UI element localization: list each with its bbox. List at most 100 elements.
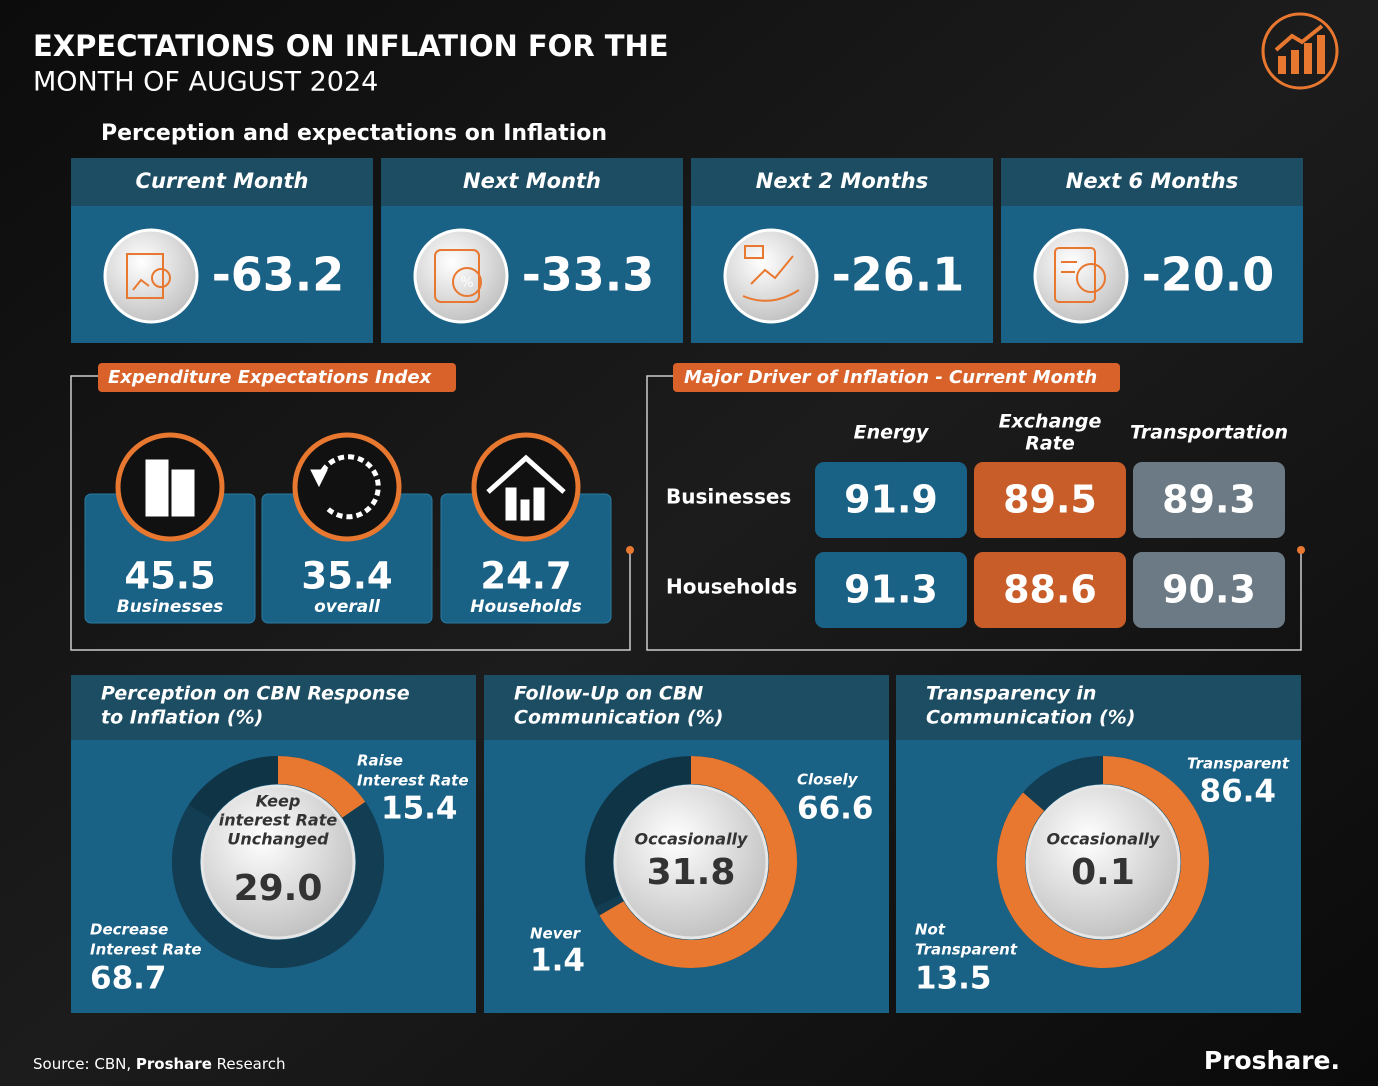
title: EXPECTATIONS ON INFLATION FOR THE bbox=[33, 29, 669, 63]
tile-value: 45.5 bbox=[124, 555, 215, 598]
icon-part bbox=[533, 487, 545, 521]
panel-title: Transparency in bbox=[926, 683, 1096, 705]
subtitle: MONTH OF AUGUST 2024 bbox=[33, 67, 378, 98]
panel-title: Communication (%) bbox=[514, 707, 723, 729]
column-header: Transportation bbox=[1130, 422, 1288, 444]
tile-icon-circle bbox=[292, 432, 402, 542]
logo bbox=[1261, 12, 1339, 90]
panel-title: Communication (%) bbox=[926, 707, 1135, 729]
segment-value: 68.7 bbox=[90, 961, 167, 997]
icon-part bbox=[145, 459, 169, 517]
card-header bbox=[1001, 158, 1303, 206]
cell bbox=[815, 462, 967, 538]
card-label: Next 2 Months bbox=[756, 169, 928, 193]
section-label: Expenditure Expectations Index bbox=[108, 367, 433, 388]
tile-label: Businesses bbox=[117, 597, 224, 617]
cell-value: 89.5 bbox=[1003, 478, 1097, 522]
icon-part bbox=[126, 253, 164, 299]
pill bbox=[673, 363, 1120, 392]
cell-value: 88.6 bbox=[1003, 568, 1097, 612]
column-header: Energy bbox=[854, 422, 930, 444]
segment-value: 66.6 bbox=[797, 791, 874, 827]
icon bbox=[1054, 247, 1106, 303]
segment-label: Interest Rate bbox=[90, 941, 202, 959]
panel-title: to Inflation (%) bbox=[101, 707, 263, 729]
cell bbox=[1133, 462, 1285, 538]
icon-part: % bbox=[460, 275, 473, 291]
row-label: Households bbox=[666, 575, 797, 599]
tile-icon bbox=[310, 454, 381, 520]
tile-icon-circle bbox=[115, 432, 225, 542]
icon: % bbox=[434, 249, 482, 303]
section-label: Major Driver of Inflation - Current Mont… bbox=[684, 367, 1097, 388]
segment-label: Never bbox=[530, 925, 582, 943]
segment-value: 1.4 bbox=[530, 943, 585, 979]
column-header: Rate bbox=[1025, 433, 1075, 455]
icon-circle bbox=[103, 228, 199, 324]
section-title: Perception and expectations on Inflation bbox=[101, 121, 607, 146]
donut-center bbox=[1025, 784, 1181, 940]
panel-header bbox=[484, 675, 889, 740]
tile-value: 35.4 bbox=[301, 555, 392, 598]
row-label: Businesses bbox=[666, 485, 791, 509]
donut-arc bbox=[1023, 756, 1104, 812]
icon-part bbox=[132, 278, 150, 291]
icon-part bbox=[520, 499, 530, 521]
donut-arc bbox=[172, 801, 384, 968]
center-label: Occasionally bbox=[635, 830, 749, 849]
donut-center bbox=[200, 784, 356, 940]
dot bbox=[1297, 546, 1305, 554]
icon-part bbox=[1054, 247, 1096, 303]
segment-value: 15.4 bbox=[381, 791, 458, 827]
icon-part bbox=[171, 469, 195, 517]
panel-title: Follow-Up on CBN bbox=[514, 683, 703, 705]
center-label: Unchanged bbox=[227, 830, 329, 849]
panel-header bbox=[71, 675, 476, 740]
segment-label: Raise bbox=[357, 752, 403, 770]
icon-part bbox=[452, 267, 482, 297]
tile-icon bbox=[486, 454, 566, 521]
frame bbox=[70, 375, 631, 651]
segment-value: 13.5 bbox=[915, 961, 992, 997]
segment-label: Closely bbox=[797, 771, 859, 789]
card-header bbox=[381, 158, 683, 206]
card-label: Next 6 Months bbox=[1066, 169, 1238, 193]
segment-label: Not bbox=[915, 921, 946, 939]
center-value: 0.1 bbox=[1071, 852, 1135, 893]
pill bbox=[98, 363, 456, 392]
cell bbox=[974, 552, 1126, 628]
center-value: 29.0 bbox=[234, 868, 323, 909]
card-value: -20.0 bbox=[1142, 248, 1275, 302]
brand: Proshare. bbox=[1204, 1046, 1340, 1075]
donut-arc bbox=[595, 895, 624, 916]
cell-value: 91.3 bbox=[844, 568, 938, 612]
cell-value: 91.9 bbox=[844, 478, 938, 522]
center-value: 31.8 bbox=[647, 852, 736, 893]
icon-part bbox=[1076, 263, 1106, 293]
icon-part bbox=[742, 289, 800, 302]
segment-value: 86.4 bbox=[1200, 774, 1277, 810]
icon-part bbox=[505, 487, 517, 521]
card-label: Next Month bbox=[463, 169, 601, 193]
segment-label: Interest Rate bbox=[357, 772, 469, 790]
segment-label: Decrease bbox=[90, 921, 168, 939]
icon-circle bbox=[1033, 228, 1129, 324]
center-label: interest Rate bbox=[219, 811, 338, 830]
icon-part bbox=[316, 454, 381, 520]
panel-title: Perception on CBN Response bbox=[101, 683, 410, 705]
dot bbox=[626, 546, 634, 554]
icon-part bbox=[310, 469, 328, 488]
icon bbox=[126, 253, 171, 299]
icon-part bbox=[750, 255, 794, 285]
icon-part bbox=[151, 268, 171, 288]
donut-center bbox=[613, 784, 769, 940]
frame bbox=[646, 375, 1302, 651]
cell bbox=[1133, 552, 1285, 628]
icon bbox=[742, 245, 800, 302]
cell bbox=[815, 552, 967, 628]
center-label: Keep bbox=[256, 792, 301, 811]
center-label: Occasionally bbox=[1047, 830, 1161, 849]
segment-label: Transparent bbox=[915, 941, 1018, 959]
icon-part bbox=[744, 245, 764, 259]
icon-part bbox=[486, 454, 566, 494]
